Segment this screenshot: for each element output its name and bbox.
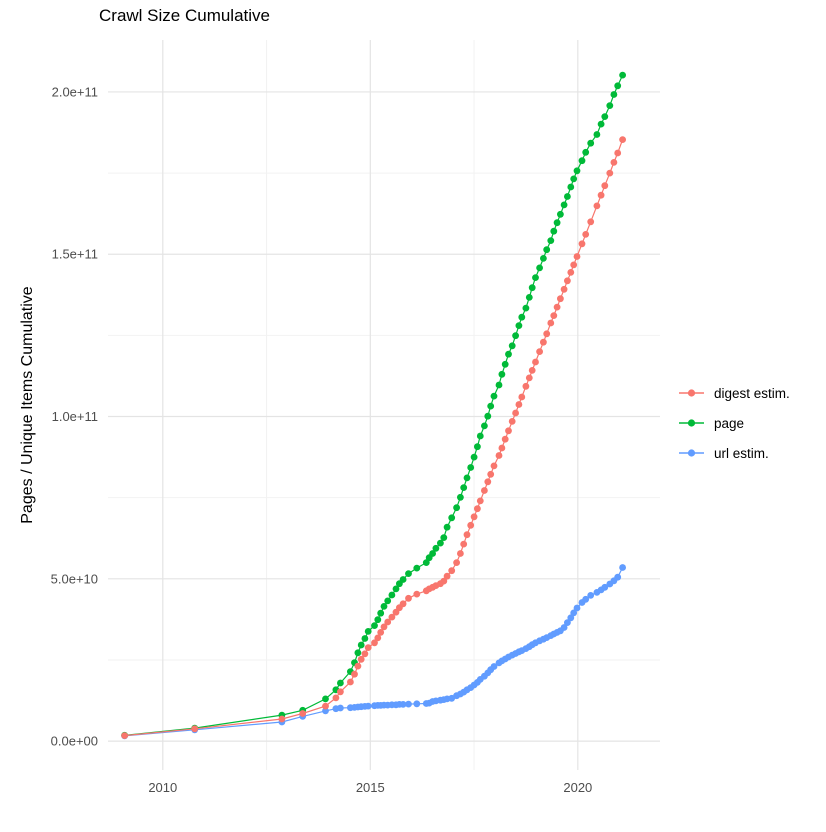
svg-text:1.0e+11: 1.0e+11 xyxy=(52,409,98,424)
legend-key-icon xyxy=(679,449,704,457)
legend-key-icon xyxy=(679,419,704,427)
svg-text:5.0e+10: 5.0e+10 xyxy=(51,571,98,586)
svg-text:0.0e+00: 0.0e+00 xyxy=(51,734,98,749)
gridlines-minor xyxy=(108,40,660,770)
y-axis-title: Pages / Unique Items Cumulative xyxy=(19,286,36,524)
y-tick-labels: 0.0e+00 5.0e+10 1.0e+11 1.5e+11 2.0e+11 xyxy=(51,84,98,748)
legend-label: url estim. xyxy=(714,445,769,461)
series-digest-estim xyxy=(121,136,626,739)
svg-text:2010: 2010 xyxy=(148,780,177,795)
legend-item-url-estim: url estim. xyxy=(678,438,790,468)
svg-text:1.5e+11: 1.5e+11 xyxy=(52,247,98,262)
svg-text:2020: 2020 xyxy=(563,780,592,795)
series-url-estim xyxy=(121,564,626,740)
legend: digest estim. page url estim. xyxy=(678,378,790,468)
legend-key-icon xyxy=(679,389,704,397)
svg-text:2.0e+11: 2.0e+11 xyxy=(52,84,98,99)
legend-label: page xyxy=(714,415,745,431)
x-tick-labels: 2010 2015 2020 xyxy=(148,780,592,795)
chart-title: Crawl Size Cumulative xyxy=(99,6,270,25)
svg-text:2015: 2015 xyxy=(356,780,385,795)
legend-label: digest estim. xyxy=(714,385,790,401)
gridlines-major xyxy=(108,40,660,770)
legend-item-digest-estim: digest estim. xyxy=(678,378,790,408)
legend-item-page: page xyxy=(678,408,790,438)
